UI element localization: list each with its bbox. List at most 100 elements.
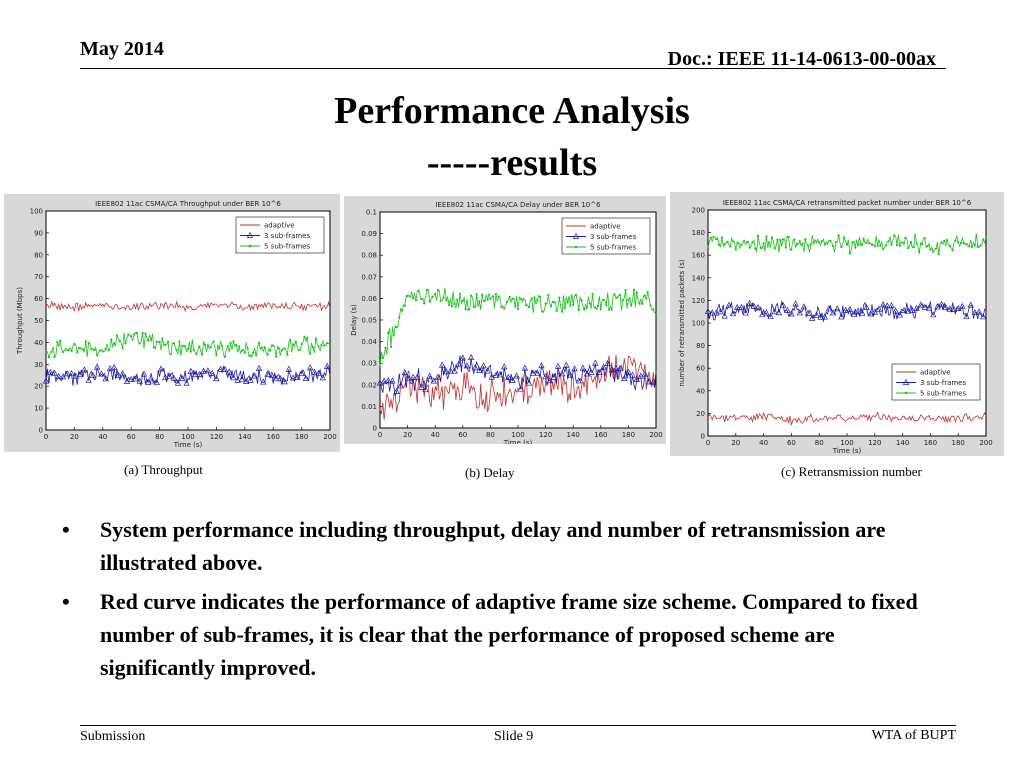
series-marker-dot: [303, 335, 306, 339]
series-marker-dot: [635, 291, 638, 294]
series-marker-dot: [249, 354, 252, 357]
series-marker-dot: [59, 339, 62, 343]
series-marker-dot: [291, 343, 295, 346]
series-marker-dot: [868, 242, 871, 245]
x-tick-label: 160: [924, 439, 937, 447]
series-marker-dot: [472, 305, 475, 308]
series-marker-triangle: [480, 362, 487, 369]
series-marker-dot: [238, 345, 241, 348]
series-marker-dot: [172, 342, 175, 345]
series-marker-dot: [745, 240, 749, 244]
series-marker-dot: [968, 245, 971, 248]
series-marker-dot: [98, 349, 102, 352]
x-tick-label: 200: [979, 439, 992, 447]
series-marker-dot: [461, 299, 464, 302]
series-marker-triangle: [792, 300, 799, 307]
series-marker-dot: [218, 347, 221, 350]
series-marker-dot: [737, 242, 740, 245]
series-marker-triangle: [277, 375, 284, 382]
series-marker-triangle: [583, 370, 591, 377]
series-marker-dot: [203, 343, 207, 346]
series-marker-dot: [44, 350, 48, 353]
series-marker-triangle: [604, 359, 611, 366]
series-marker-triangle: [713, 309, 720, 316]
series-marker-triangle: [405, 374, 413, 381]
series-marker-triangle: [281, 378, 288, 385]
series-marker-triangle: [157, 365, 165, 372]
x-tick-label: 0: [706, 439, 710, 447]
series-marker-triangle: [472, 364, 479, 371]
series-marker-triangle: [230, 374, 237, 381]
series-marker-dot: [434, 292, 437, 295]
series-marker-triangle: [637, 372, 644, 379]
series-marker-dot: [602, 298, 605, 301]
series-marker-triangle: [813, 311, 820, 318]
series-marker-dot: [255, 354, 258, 357]
series-marker-dot: [289, 338, 292, 342]
series-marker-dot: [420, 297, 423, 301]
series-marker-dot: [948, 244, 951, 248]
series-marker-dot: [209, 345, 212, 349]
series-marker-dot: [130, 335, 133, 338]
series-marker-dot: [954, 239, 957, 242]
series-marker-dot: [715, 237, 718, 241]
series-marker-dot: [577, 309, 580, 312]
series-marker-triangle: [921, 303, 929, 310]
series-marker-dot: [87, 341, 90, 344]
series-marker-dot: [395, 326, 398, 329]
series-marker-dot: [541, 310, 544, 313]
series-marker-dot: [169, 353, 173, 356]
series-marker-dot: [649, 304, 652, 307]
series-marker-triangle: [153, 378, 160, 386]
series-marker-dot: [740, 243, 743, 247]
series-marker-dot: [632, 288, 636, 291]
series-marker-dot: [266, 353, 269, 356]
x-tick-label: 20: [403, 431, 412, 439]
series-marker-triangle: [434, 373, 442, 380]
series-marker-triangle: [102, 375, 109, 382]
series-marker-dot: [829, 239, 832, 242]
legend-box: [235, 216, 325, 254]
series-marker-dot: [508, 295, 511, 299]
series-marker-triangle: [174, 379, 182, 386]
series-marker-triangle: [221, 365, 229, 372]
y-tick-label: 140: [692, 274, 705, 282]
series-marker-triangle: [825, 305, 833, 312]
series-marker-dot: [834, 241, 837, 244]
series-marker-dot: [643, 294, 647, 297]
series-marker-triangle: [796, 309, 803, 316]
series-marker-dot: [220, 344, 224, 347]
series-marker-triangle: [633, 375, 640, 382]
footer-rule: [80, 725, 956, 726]
series-marker-dot: [613, 293, 616, 296]
bullet-item: • System performance including throughpu…: [62, 513, 942, 579]
series-marker-dot: [101, 350, 104, 353]
series-marker-triangle: [264, 370, 271, 377]
series-marker-dot: [229, 341, 232, 345]
delay-chart: IEEE802 11ac CSMA/CA Delay under BER 10^…: [344, 196, 666, 444]
series-marker-triangle: [863, 303, 870, 310]
x-tick-label: 60: [127, 433, 136, 441]
series-line: [707, 411, 987, 426]
series-marker-triangle: [530, 369, 537, 376]
series-marker-dot: [720, 236, 723, 239]
series-marker-dot: [260, 346, 263, 349]
series-marker-triangle: [546, 377, 553, 384]
series-marker-dot: [965, 243, 968, 246]
series-marker-dot: [469, 294, 473, 297]
series-marker-triangle: [183, 379, 190, 386]
series-marker-dot: [754, 247, 757, 250]
legend-marker-dot: [574, 245, 578, 249]
series-marker-triangle: [930, 311, 937, 318]
series-marker-triangle: [204, 367, 212, 374]
series-marker-dot: [837, 234, 840, 237]
series-marker-triangle: [51, 369, 58, 376]
series-marker-triangle: [950, 305, 958, 312]
series-marker-triangle: [596, 368, 603, 375]
series-marker-dot: [269, 349, 272, 352]
chart-title: IEEE802 11ac CSMA/CA Delay under BER 10^…: [435, 201, 601, 209]
series-marker-dot: [439, 299, 442, 302]
series-marker-dot: [294, 340, 298, 343]
x-tick-label: 160: [594, 431, 607, 439]
footer-slide-number: Slide 9: [494, 729, 534, 744]
